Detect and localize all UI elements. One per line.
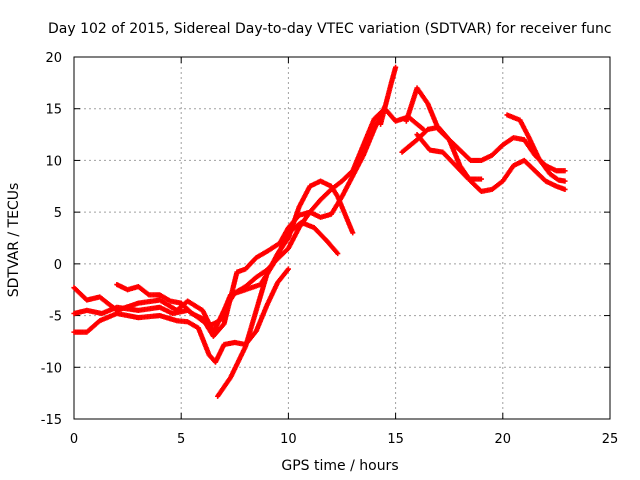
x-tick-label: 10: [280, 432, 297, 447]
series-track-6: [377, 64, 399, 127]
data-point: [478, 176, 484, 182]
data-point: [335, 250, 341, 257]
data-point: [562, 168, 568, 174]
series-track-9: [414, 131, 484, 182]
gridlines: [74, 57, 610, 419]
y-tick-label: 20: [45, 51, 62, 66]
data-point: [285, 266, 291, 272]
x-tick-label: 25: [602, 432, 619, 447]
y-tick-label: -5: [49, 310, 62, 325]
x-axis-label: GPS time / hours: [281, 458, 398, 474]
y-tick-label: 5: [54, 206, 62, 221]
data-point: [350, 230, 356, 236]
data-points: [71, 64, 568, 399]
y-tick-label: -15: [41, 413, 62, 428]
y-tick-label: 15: [45, 103, 62, 118]
y-tick-label: 0: [54, 258, 62, 273]
x-tick-label: 0: [70, 432, 78, 447]
y-tick-label: 10: [45, 154, 62, 169]
series-track-5: [114, 104, 388, 339]
data-point: [562, 186, 568, 192]
series-track-10: [504, 112, 568, 184]
series-track-4: [215, 178, 356, 399]
x-tick-label: 5: [177, 432, 185, 447]
series-track-1: [71, 106, 427, 335]
plot-frame: [73, 56, 611, 420]
x-tick-label: 15: [387, 432, 404, 447]
axis-ticks: 0 5 10 15 20 25 -15 -10 -5 0 5 10 15 20: [41, 51, 619, 447]
x-tick-label: 20: [495, 432, 512, 447]
y-tick-label: -10: [41, 361, 62, 376]
chart-title: Day 102 of 2015, Sidereal Day-to-day VTE…: [48, 21, 612, 37]
data-point: [562, 178, 568, 184]
data-point: [393, 64, 399, 70]
y-axis-label: SDTVAR / TECUs: [6, 183, 22, 298]
